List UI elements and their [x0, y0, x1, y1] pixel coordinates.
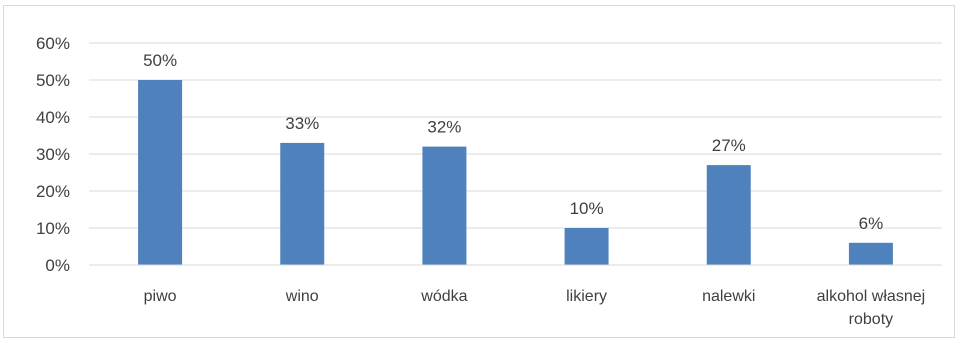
data-label: 10%	[570, 199, 604, 218]
category-label: piwo	[144, 288, 177, 305]
category-label: likiery	[566, 288, 607, 305]
category-label: wódka	[420, 288, 467, 305]
category-label: alkohol własnej roboty	[817, 288, 926, 328]
bar-3	[564, 228, 609, 265]
y-tick-label: 0%	[45, 256, 70, 275]
y-tick-label: 40%	[36, 108, 70, 127]
category-label: nalewki	[702, 288, 755, 305]
y-tick-label: 10%	[36, 219, 70, 238]
y-tick-label: 60%	[36, 34, 70, 53]
bar-4	[706, 165, 751, 265]
y-tick-label: 50%	[36, 71, 70, 90]
category-label: wino	[285, 288, 319, 305]
bar-1	[280, 142, 325, 265]
bar-5	[848, 242, 893, 265]
data-label: 33%	[285, 114, 319, 133]
data-label: 32%	[427, 118, 461, 137]
y-tick-label: 20%	[36, 182, 70, 201]
bar-2	[422, 146, 467, 265]
data-label: 27%	[712, 136, 746, 155]
data-label: 50%	[143, 51, 177, 70]
bar-0	[138, 80, 183, 265]
data-label: 6%	[859, 214, 884, 233]
y-tick-label: 30%	[36, 145, 70, 164]
